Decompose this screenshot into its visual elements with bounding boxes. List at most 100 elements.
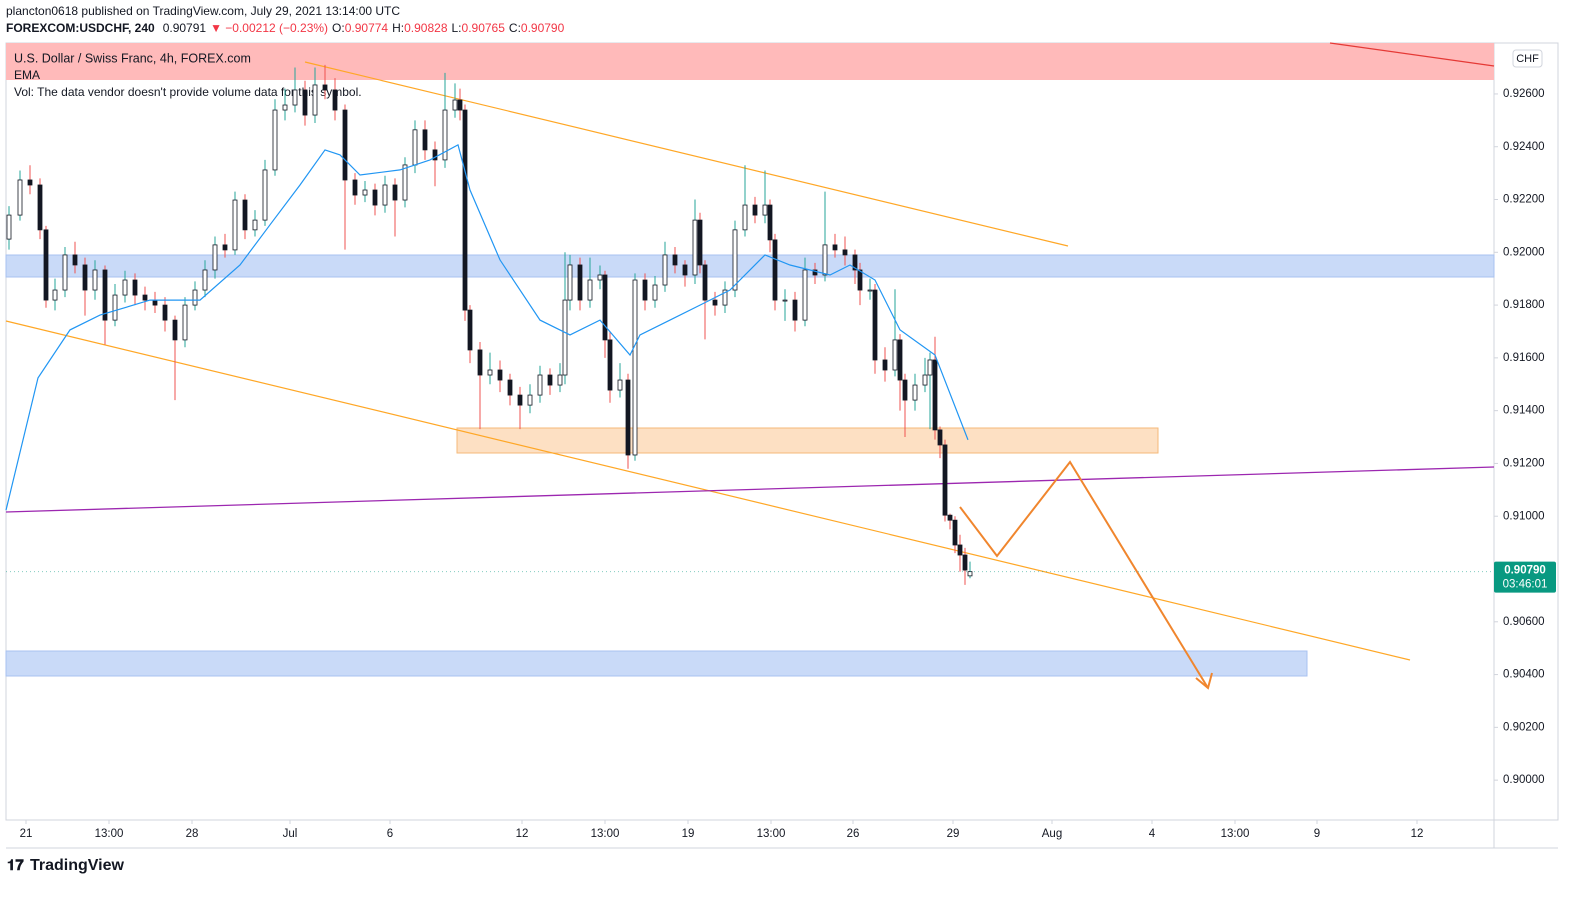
candle-body xyxy=(527,394,533,406)
x-tick-label: 6 xyxy=(387,828,393,840)
brand: TradingView xyxy=(30,857,125,874)
candle-body xyxy=(422,129,428,151)
legend-ema: EMA xyxy=(14,68,40,82)
candle-body xyxy=(152,299,158,306)
candle-body xyxy=(662,254,668,286)
candle-body xyxy=(957,544,963,556)
ohlc-value: 0.90790 xyxy=(521,21,565,35)
currency: CHF xyxy=(1516,53,1539,65)
candle-body xyxy=(902,379,908,401)
currency-badge[interactable] xyxy=(1512,49,1543,68)
x-tick-label: 19 xyxy=(682,828,695,840)
candle-body xyxy=(17,179,23,216)
candle-body xyxy=(162,304,168,321)
symbol-line: FOREXCOM:USDCHF, 240 0.90791 ▼ −0.00212 (−… xyxy=(6,21,565,35)
candle-body xyxy=(487,369,493,376)
candle-body xyxy=(142,294,148,301)
plot xyxy=(5,64,1494,585)
y-tick-label: 0.90400 xyxy=(1503,669,1545,681)
candle-body xyxy=(832,244,838,251)
candle-body xyxy=(822,244,828,276)
y-tick-label: 0.91400 xyxy=(1503,405,1545,417)
candle-body xyxy=(642,279,648,301)
candle-body xyxy=(232,199,238,251)
candle-body xyxy=(562,299,568,376)
drawings xyxy=(5,42,1495,690)
candle-body xyxy=(577,264,583,301)
candle-body xyxy=(332,89,338,111)
target-zone xyxy=(5,650,1308,677)
candle-body xyxy=(452,99,458,111)
candle-body xyxy=(402,164,408,201)
candle-body xyxy=(262,169,268,221)
x-tick-label: Aug xyxy=(1042,828,1062,840)
candle-body xyxy=(62,254,68,291)
candle-body xyxy=(782,299,788,302)
candle-body xyxy=(742,204,748,231)
x-tick-label: 13:00 xyxy=(95,828,124,840)
candle-body xyxy=(762,204,768,216)
candle-body xyxy=(802,269,808,321)
candle-body xyxy=(602,274,608,341)
candle-body xyxy=(652,284,658,301)
candle-body xyxy=(697,219,703,266)
ohlc-key: H: xyxy=(392,21,404,35)
x-tick-label: 12 xyxy=(516,828,529,840)
trend-line xyxy=(1329,42,1495,67)
y-tick-label: 0.92400 xyxy=(1503,141,1545,153)
publisher: plancton0618 published on TradingView.co… xyxy=(6,4,400,18)
x-tick-label: 9 xyxy=(1314,828,1320,840)
candle-body xyxy=(927,359,933,376)
x-tick-label: Jul xyxy=(283,828,298,840)
candle-body xyxy=(625,379,631,456)
candle-body xyxy=(202,269,208,291)
candle-body xyxy=(922,374,928,386)
brand-logo: 𝟏𝟕 xyxy=(7,857,24,874)
candle-body xyxy=(477,349,483,376)
support-zone xyxy=(5,254,1495,278)
resistance-zone xyxy=(6,43,1494,80)
candle-body xyxy=(722,289,728,306)
x-tick-label: 26 xyxy=(847,828,860,840)
x-tick-label: 21 xyxy=(20,828,33,840)
candle-body xyxy=(272,109,278,171)
x-tick-label: 12 xyxy=(1411,828,1424,840)
candle-body xyxy=(312,84,318,116)
y-tick-label: 0.90000 xyxy=(1503,774,1545,786)
candle-body xyxy=(857,269,863,291)
candle-body xyxy=(322,84,328,91)
projection-path xyxy=(959,460,1209,689)
candle-body xyxy=(947,514,953,521)
candle-body xyxy=(362,189,368,196)
y-tick-label: 0.92200 xyxy=(1503,194,1545,206)
y-tick-label: 0.91800 xyxy=(1503,299,1545,311)
candle-body xyxy=(72,254,78,266)
candle-body xyxy=(912,384,918,401)
candle-body xyxy=(242,199,248,231)
candle-body xyxy=(27,179,33,186)
y-tick-label: 0.92600 xyxy=(1503,88,1545,100)
candle-body xyxy=(442,109,448,161)
candle-body xyxy=(43,229,49,301)
ohlc-value: 0.90765 xyxy=(462,21,506,35)
x-tick-label: 13:00 xyxy=(591,828,620,840)
candle-body xyxy=(82,264,88,291)
candle-body xyxy=(792,299,798,321)
candle-body xyxy=(852,254,858,271)
change: ▼ −0.00212 (−0.23%) xyxy=(210,21,328,35)
last-price-label: 0.90790 xyxy=(1504,565,1546,577)
candle-body xyxy=(607,339,613,391)
candle-body xyxy=(302,89,308,116)
candle-body xyxy=(942,444,948,516)
y-tick-label: 0.91000 xyxy=(1503,510,1545,522)
x-tick-label: 28 xyxy=(186,828,199,840)
ohlc-value: 0.90828 xyxy=(404,21,448,35)
candle-body xyxy=(547,374,553,386)
candle-body xyxy=(967,571,973,577)
x-tick-label: 13:00 xyxy=(757,828,786,840)
projection-arrowhead xyxy=(1195,672,1213,690)
candle-body xyxy=(172,319,178,341)
legend-volume: Vol: The data vendor doesn't provide vol… xyxy=(14,85,362,99)
candle-body xyxy=(507,379,513,396)
